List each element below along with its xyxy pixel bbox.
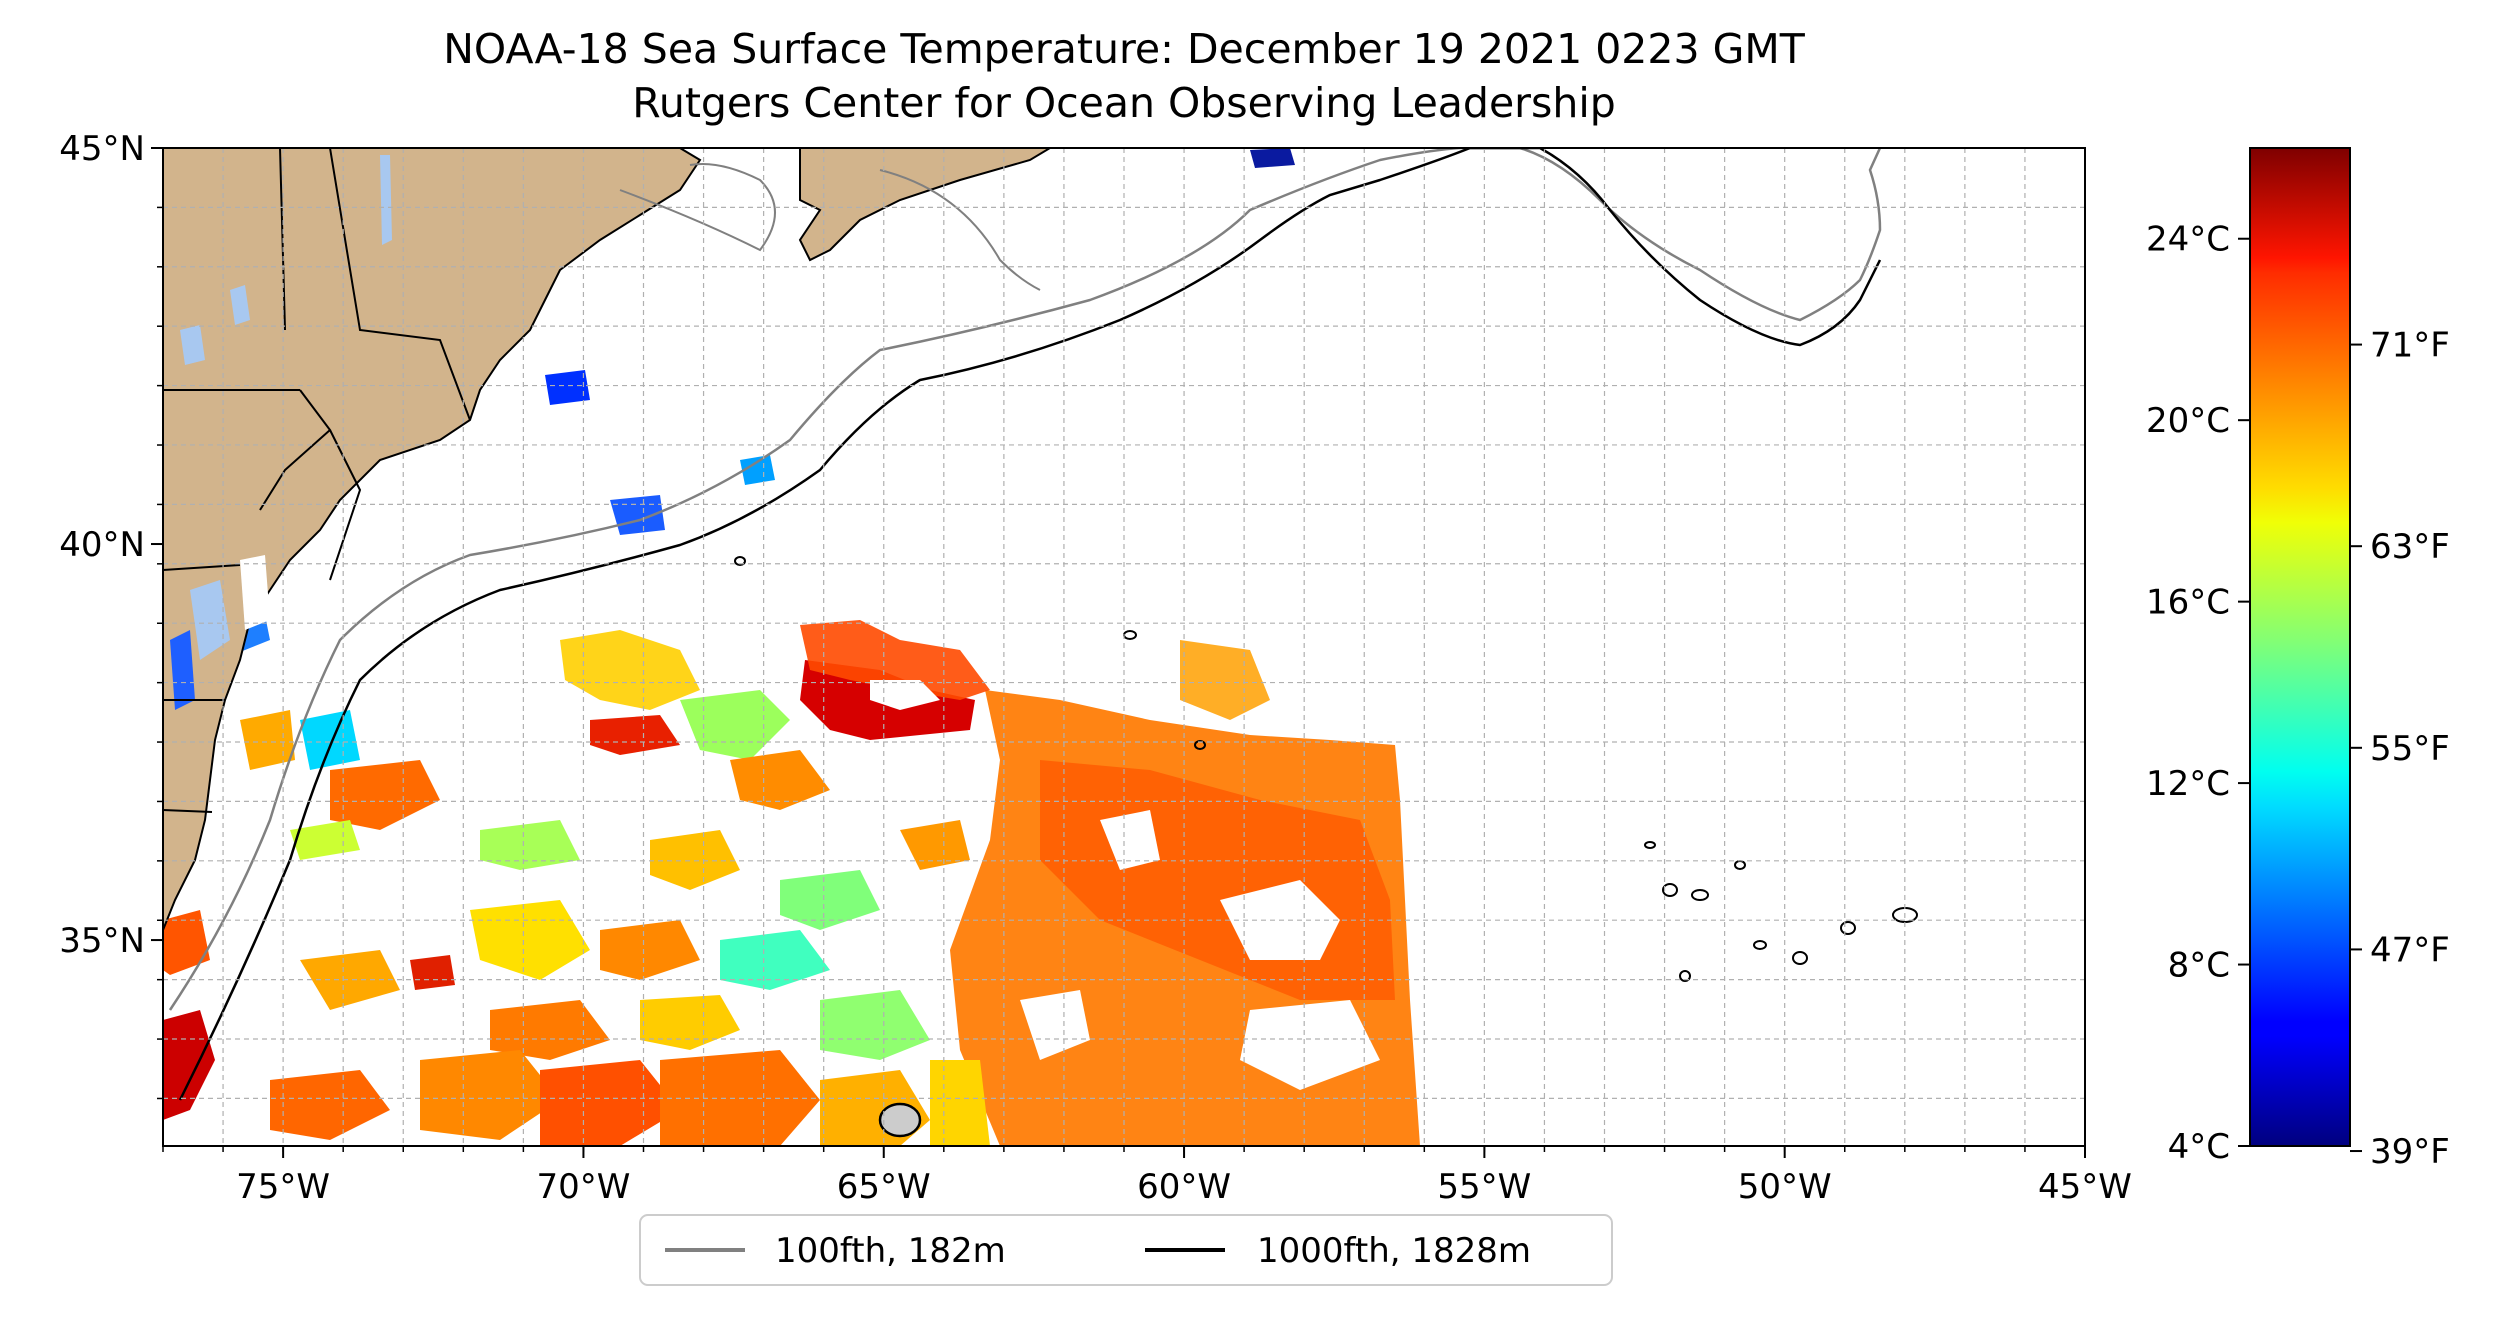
colorbar-f-label: 39°F <box>2370 1132 2450 1172</box>
legend-box <box>639 1214 1613 1286</box>
legend-label-100fth: 100fth, 182m <box>775 1231 1006 1271</box>
colorbar-c-label: 20°C <box>2146 401 2230 441</box>
colorbar-f-label: 63°F <box>2370 527 2450 567</box>
y-tick-label: 40°N <box>59 525 145 565</box>
gridlines <box>163 148 2085 1146</box>
colorbar-c-label: 4°C <box>2168 1127 2230 1167</box>
contour-100fth <box>168 148 1882 1011</box>
colorbar-f-label: 55°F <box>2370 729 2450 769</box>
x-tick-label: 65°W <box>837 1167 931 1207</box>
x-tick-label: 50°W <box>1738 1167 1832 1207</box>
colorbar-f-label: 47°F <box>2370 930 2450 970</box>
y-axis: 45°N 40°N 35°N <box>59 129 163 1100</box>
x-tick-label: 60°W <box>1137 1167 1231 1207</box>
x-tick-label: 45°W <box>2038 1167 2132 1207</box>
colorbar-c-label: 12°C <box>2146 764 2230 804</box>
colorbar-f-label: 71°F <box>2370 326 2450 366</box>
colorbar-celsius-ticks: 4°C 8°C 12°C 16°C 20°C 24°C <box>2146 220 2250 1167</box>
legend-label-1000fth: 1000fth, 1828m <box>1257 1231 1531 1271</box>
colorbar-c-label: 24°C <box>2146 220 2230 260</box>
land-layer <box>163 148 1052 931</box>
x-tick-label: 75°W <box>236 1167 330 1207</box>
legend: 100fth, 182m 1000fth, 1828m <box>639 1214 1613 1286</box>
colorbar-c-label: 16°C <box>2146 583 2230 623</box>
y-tick-label: 35°N <box>59 921 145 961</box>
colorbar-c-label: 8°C <box>2168 946 2230 986</box>
x-axis: 75°W 70°W 65°W 60°W 55°W 50°W 45°W <box>162 1146 2132 1207</box>
y-tick-label: 45°N <box>59 129 145 169</box>
colorbar-gradient <box>2249 147 2351 1147</box>
x-tick-label: 55°W <box>1437 1167 1531 1207</box>
contour-1000fth <box>178 148 1882 1101</box>
colorbar: 4°C 8°C 12°C 16°C 20°C 24°C 39°F 47°F 55°F 63°F 7… <box>2146 147 2450 1172</box>
x-tick-label: 70°W <box>536 1167 630 1207</box>
colorbar-fahrenheit-ticks: 39°F 47°F 55°F 63°F 71°F <box>2350 326 2450 1172</box>
map-area <box>163 148 2085 1146</box>
chart-title: NOAA-18 Sea Surface Temperature: Decembe… <box>443 25 1805 73</box>
chart-subtitle: Rutgers Center for Ocean Observing Leade… <box>632 79 1616 127</box>
